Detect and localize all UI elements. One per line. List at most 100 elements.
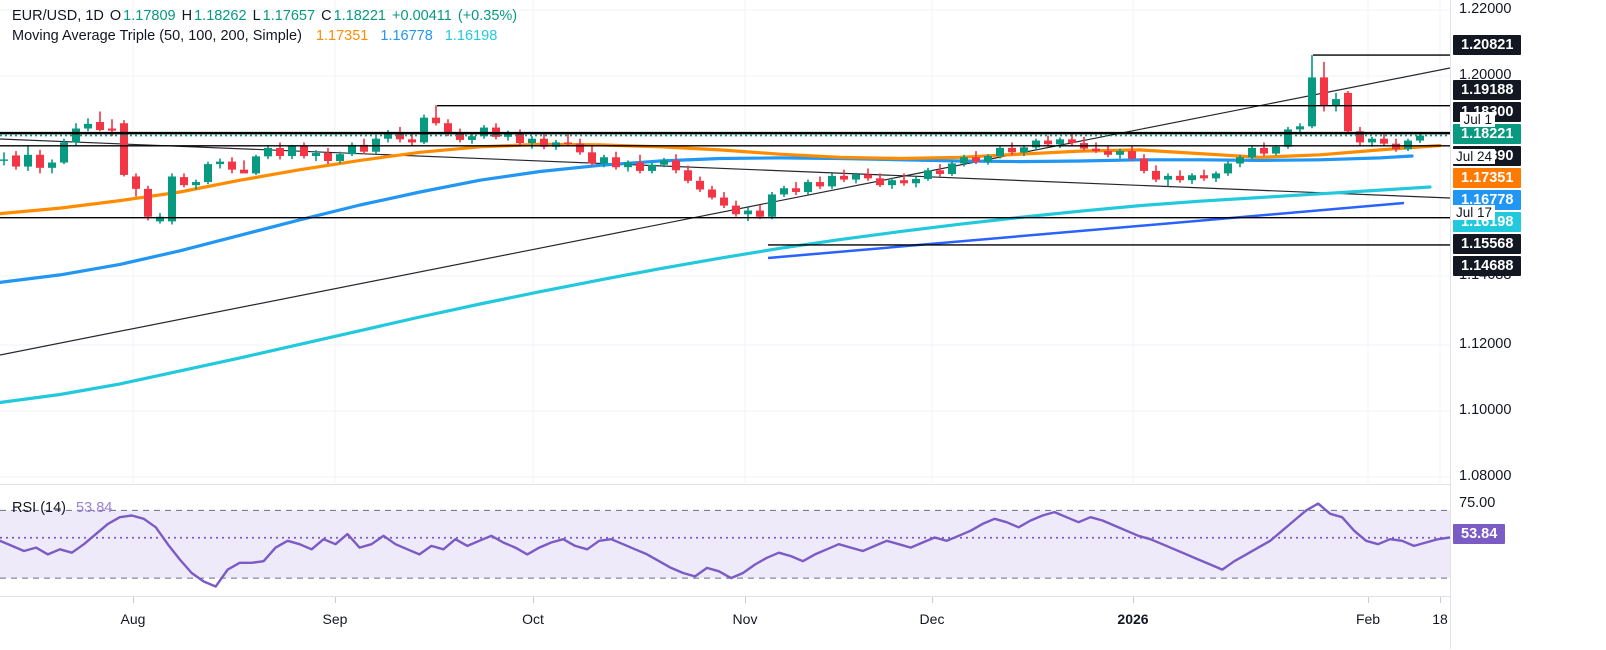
price-axis-tick: 1.08000 (1459, 468, 1512, 484)
rsi-pane[interactable] (0, 485, 1450, 595)
candle-body (1020, 147, 1028, 153)
candle-body (612, 157, 620, 168)
candle-body (468, 136, 476, 140)
time-axis-label: Feb (1355, 611, 1381, 627)
trendline-ascending-support[interactable] (0, 67, 1450, 356)
candle-body (1200, 175, 1208, 179)
candle-body (240, 169, 248, 174)
price-axis-tick: 1.10000 (1459, 402, 1512, 418)
trendline-short-ascending-blue[interactable] (767, 201, 1405, 260)
candle-body (792, 188, 800, 192)
candle-body (276, 147, 284, 157)
candle-body (1416, 135, 1424, 141)
candle-body (528, 138, 536, 144)
candle-body (912, 178, 920, 184)
candle-body (948, 163, 956, 175)
time-axis-tick (1368, 597, 1369, 603)
candle-body (1116, 151, 1124, 155)
candle-body (432, 117, 440, 124)
candle-body (216, 161, 224, 165)
price-axis-tag[interactable]: 1.15568 (1453, 234, 1522, 254)
ma200-line[interactable] (0, 185, 1432, 405)
candle-body (984, 156, 992, 162)
price-axis-tag[interactable]: 1.18221 (1453, 124, 1522, 144)
candle-body (924, 170, 932, 179)
candle-body (600, 157, 608, 164)
candle-body (516, 133, 524, 144)
candle-body (420, 117, 428, 143)
candle-body (1212, 173, 1220, 179)
candle-body (1260, 147, 1268, 154)
candle-body (1104, 151, 1112, 155)
candle-body (1056, 139, 1064, 145)
candle-body (756, 210, 764, 217)
candle-body (780, 188, 788, 195)
price-pane[interactable] (0, 0, 1450, 483)
price-axis-tag[interactable]: 1.20821 (1453, 35, 1522, 55)
candle-body (324, 152, 332, 161)
candle-body (132, 176, 140, 189)
candle-body (876, 178, 884, 186)
candle-body (1236, 157, 1244, 164)
chart-date-marker: Jul 17 (1452, 205, 1495, 220)
candle-body (24, 154, 32, 167)
price-axis-tag[interactable]: 1.14688 (1453, 256, 1522, 276)
candle-body (204, 164, 212, 183)
candle-body (480, 127, 488, 137)
chart-date-marker: Jul 24 (1452, 149, 1495, 164)
candle-body (624, 162, 632, 168)
candle-body (972, 157, 980, 162)
price-axis-tick: 1.22000 (1459, 1, 1512, 17)
candle-body (1092, 148, 1100, 152)
price-axis[interactable]: 1.22000 1.20000 1.14688 1.12000 1.10000 1.080… (1450, 0, 1606, 649)
candle-body (300, 146, 308, 157)
candle-body (1344, 92, 1352, 132)
candle-body (840, 175, 848, 180)
time-axis-tick (745, 597, 746, 603)
price-axis-tag[interactable]: 1.19188 (1453, 80, 1522, 100)
candle-body (288, 146, 296, 157)
candle-body (828, 175, 836, 187)
rsi-chart-svg (0, 502, 1450, 588)
candle-body (96, 121, 104, 131)
candle-body (1152, 170, 1160, 180)
rsi-line[interactable] (0, 502, 1450, 588)
rsi-axis-tick: 75.00 (1459, 495, 1496, 511)
candle-body (396, 134, 404, 140)
price-chart-svg (0, 0, 1450, 483)
candle-body (1320, 77, 1328, 106)
trendline-descending-resistance[interactable] (0, 138, 1450, 199)
time-axis-tick (1133, 597, 1134, 603)
candle-body (0, 159, 8, 161)
time-axis-tick (335, 597, 336, 603)
candle-body (1284, 129, 1292, 147)
candle-body (1380, 138, 1388, 144)
rsi-axis-tag[interactable]: 53.84 (1453, 524, 1506, 544)
candle-body (504, 133, 512, 137)
candle-body (564, 142, 572, 144)
candle-body (720, 197, 728, 206)
time-axis-label: Aug (120, 611, 146, 627)
candle-body (456, 133, 464, 140)
ma100-line[interactable] (0, 154, 1414, 284)
time-axis[interactable]: Aug Sep Oct Nov Dec 2026 Feb 18 (0, 596, 1450, 650)
candle-body (804, 182, 812, 192)
candle-body (144, 188, 152, 217)
time-axis-label: Nov (732, 611, 758, 627)
candle-body (1128, 151, 1136, 159)
time-axis-tick (1440, 597, 1441, 603)
candle-body (768, 194, 776, 217)
candle-body (696, 180, 704, 190)
candle-body (360, 144, 368, 152)
candle-body (1368, 138, 1376, 143)
time-axis-tick (133, 597, 134, 603)
candle-body (312, 152, 320, 157)
candle-body (336, 154, 344, 161)
candle-body (1224, 163, 1232, 174)
price-axis-tag[interactable]: 1.17351 (1453, 168, 1522, 188)
ma50-line[interactable] (0, 142, 1442, 216)
candle-body (648, 164, 656, 171)
candle-body (120, 123, 128, 175)
candle-body (1176, 175, 1184, 181)
